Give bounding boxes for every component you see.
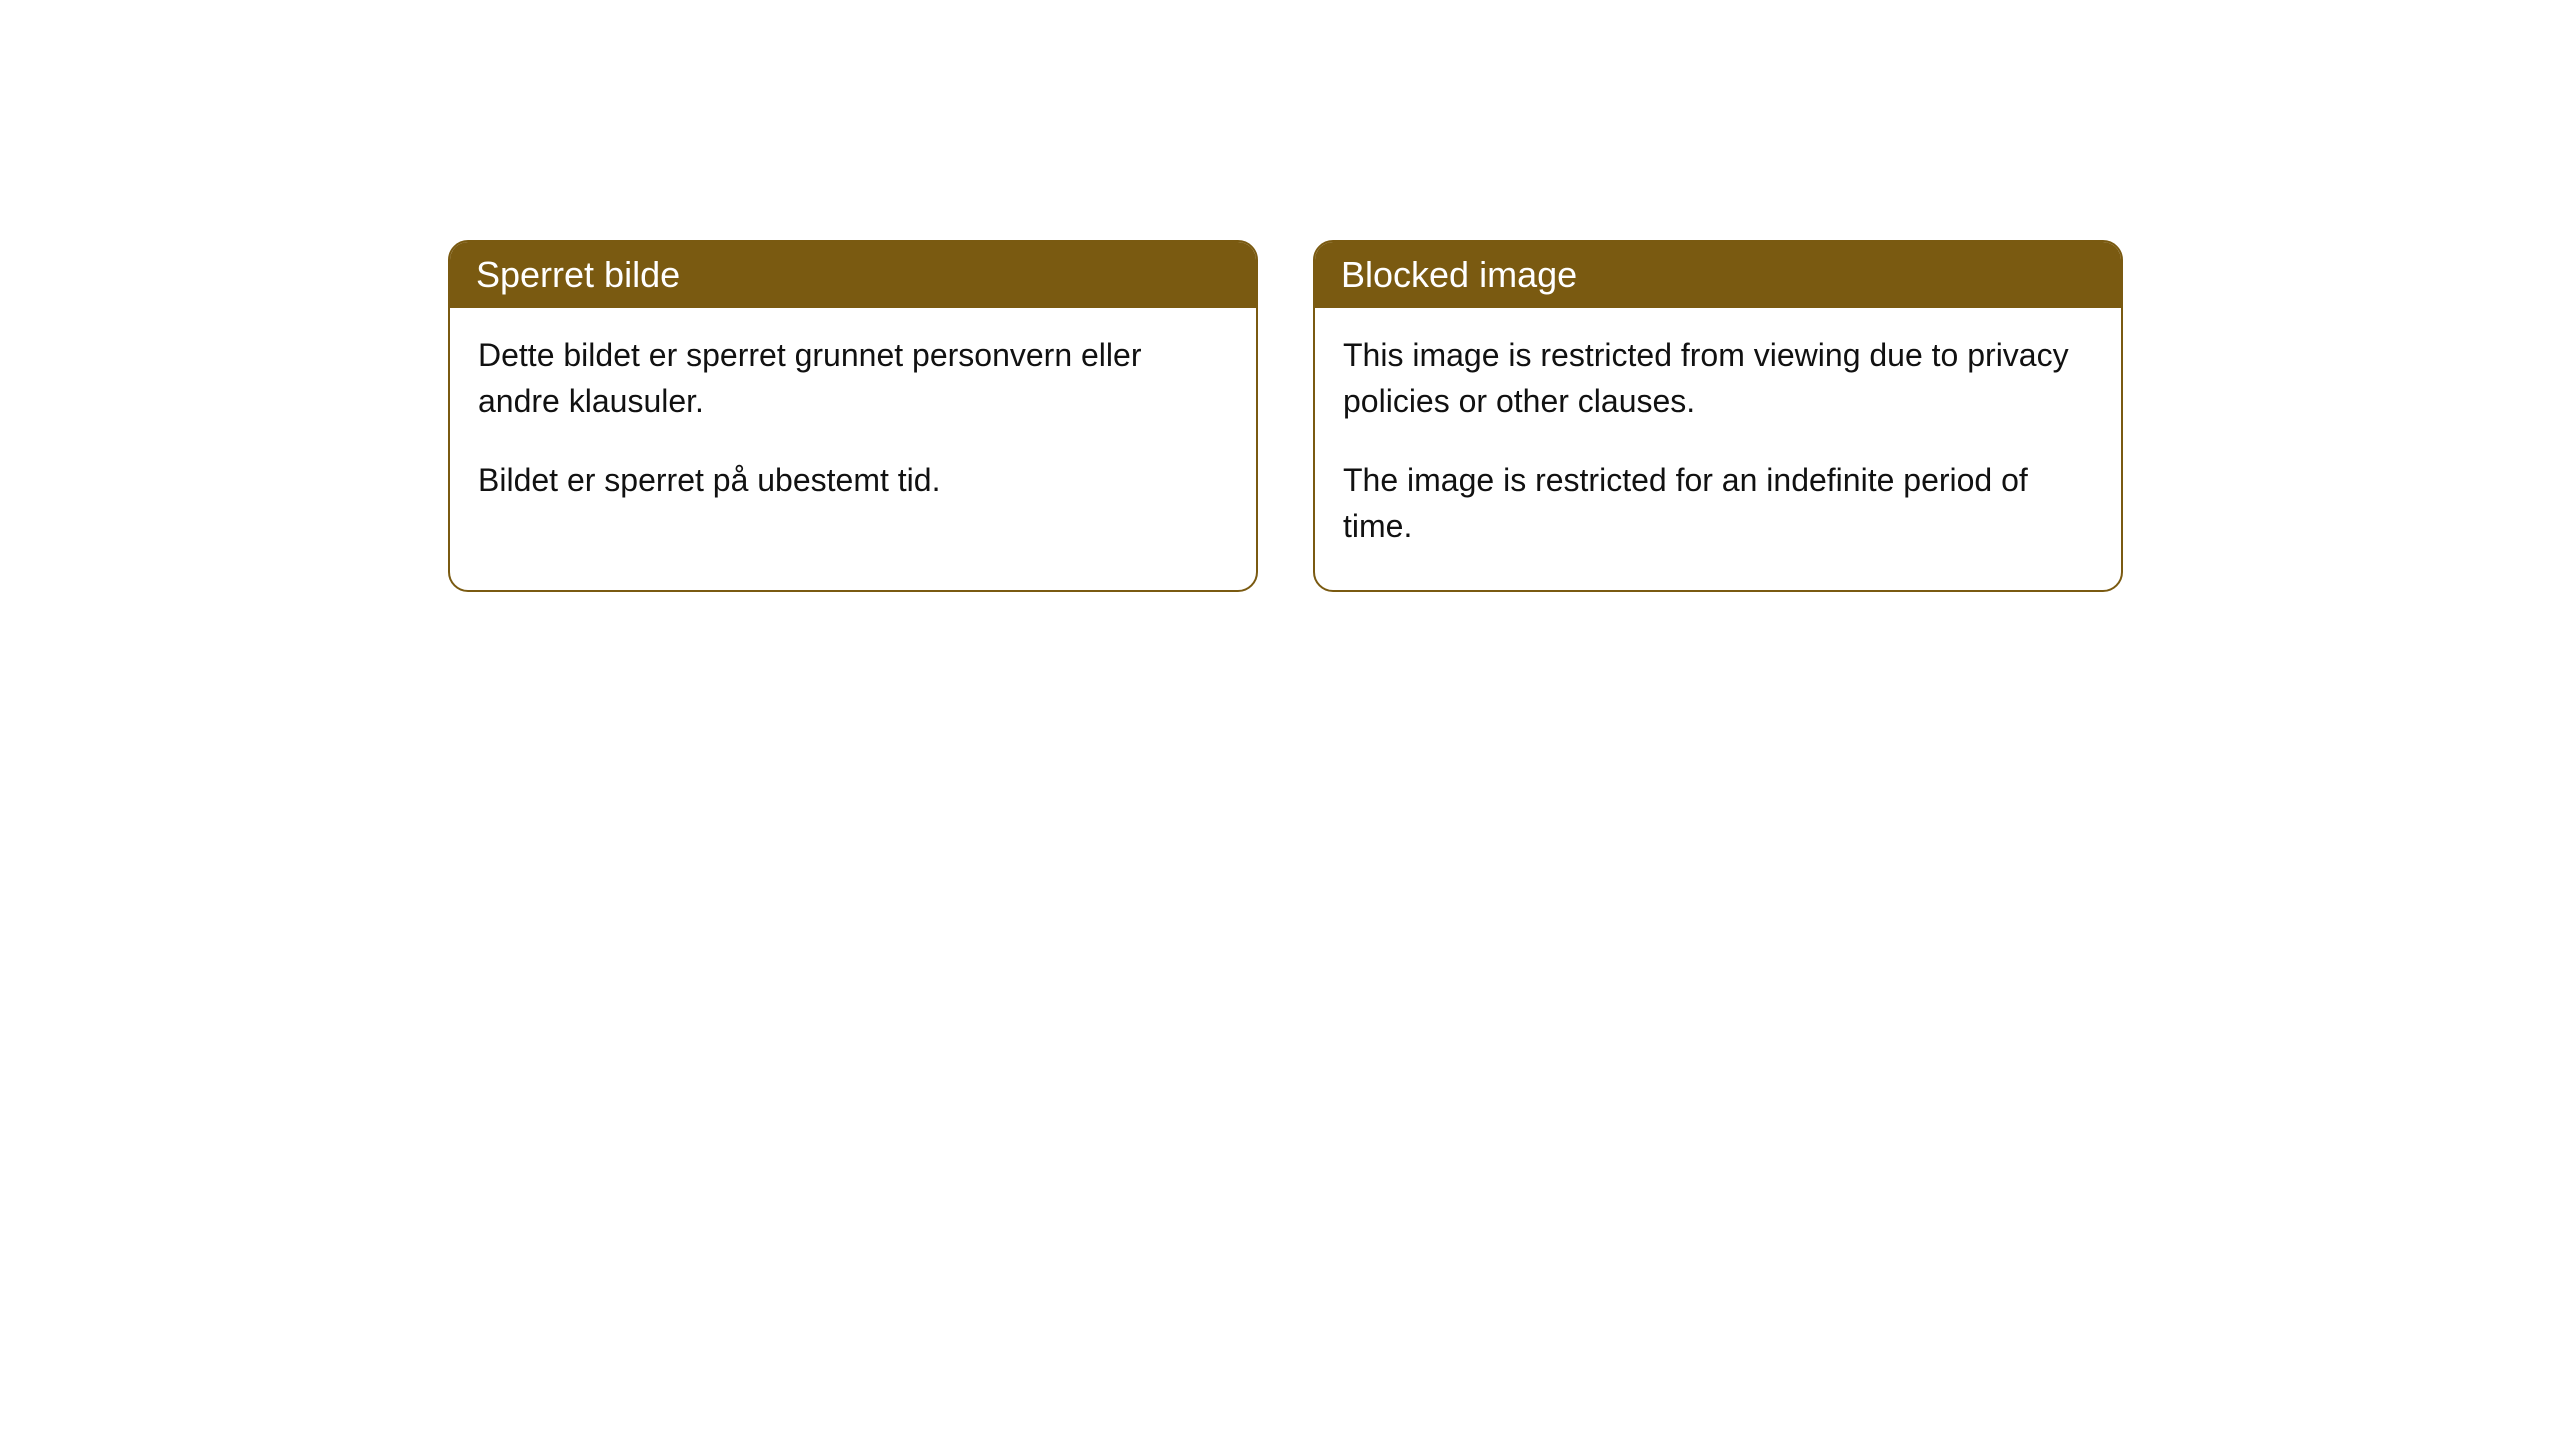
blocked-card-norwegian: Sperret bilde Dette bildet er sperret gr… <box>448 240 1258 592</box>
card-paragraph: The image is restricted for an indefinit… <box>1343 457 2093 550</box>
card-body: Dette bildet er sperret grunnet personve… <box>450 308 1256 543</box>
blocked-card-english: Blocked image This image is restricted f… <box>1313 240 2123 592</box>
card-body: This image is restricted from viewing du… <box>1315 308 2121 590</box>
card-paragraph: Bildet er sperret på ubestemt tid. <box>478 457 1228 503</box>
card-title: Blocked image <box>1315 242 2121 308</box>
card-paragraph: Dette bildet er sperret grunnet personve… <box>478 332 1228 425</box>
card-title: Sperret bilde <box>450 242 1256 308</box>
card-paragraph: This image is restricted from viewing du… <box>1343 332 2093 425</box>
blocked-image-cards: Sperret bilde Dette bildet er sperret gr… <box>448 240 2123 592</box>
